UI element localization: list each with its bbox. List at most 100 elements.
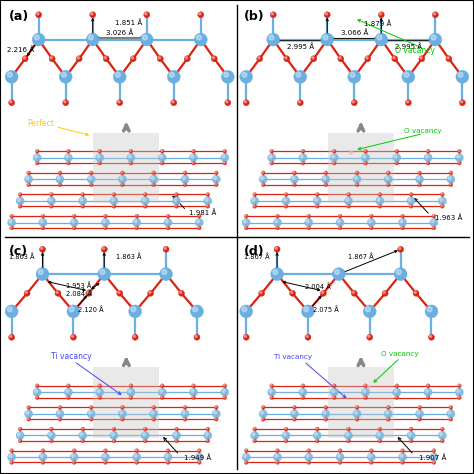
Circle shape xyxy=(136,215,137,216)
Circle shape xyxy=(9,226,14,230)
Circle shape xyxy=(324,417,328,421)
Circle shape xyxy=(214,411,217,414)
Circle shape xyxy=(240,305,253,318)
Circle shape xyxy=(118,175,127,183)
Circle shape xyxy=(386,171,390,175)
Circle shape xyxy=(153,406,154,408)
Circle shape xyxy=(206,204,210,208)
Circle shape xyxy=(117,290,123,296)
Circle shape xyxy=(324,183,328,187)
Circle shape xyxy=(285,205,286,207)
Circle shape xyxy=(80,433,83,436)
Circle shape xyxy=(104,56,107,59)
Circle shape xyxy=(171,100,177,106)
Circle shape xyxy=(143,198,146,201)
Circle shape xyxy=(315,433,318,436)
Circle shape xyxy=(152,171,155,175)
Circle shape xyxy=(214,417,218,421)
Circle shape xyxy=(276,449,278,451)
Circle shape xyxy=(273,270,278,274)
Circle shape xyxy=(166,226,170,230)
Circle shape xyxy=(457,384,461,388)
Circle shape xyxy=(18,439,22,443)
Circle shape xyxy=(356,406,357,408)
Circle shape xyxy=(221,71,234,83)
Circle shape xyxy=(143,192,147,196)
Circle shape xyxy=(8,453,16,461)
Circle shape xyxy=(355,183,359,187)
Circle shape xyxy=(158,388,166,396)
Circle shape xyxy=(320,290,327,296)
Circle shape xyxy=(136,449,137,451)
Circle shape xyxy=(323,411,326,414)
Circle shape xyxy=(432,12,438,18)
Circle shape xyxy=(160,149,164,153)
Circle shape xyxy=(164,247,166,249)
Circle shape xyxy=(430,219,438,227)
Circle shape xyxy=(440,427,444,431)
Circle shape xyxy=(271,13,273,15)
Circle shape xyxy=(440,433,443,436)
Circle shape xyxy=(458,162,459,163)
Circle shape xyxy=(98,161,101,165)
Circle shape xyxy=(401,461,403,463)
Circle shape xyxy=(130,56,136,62)
Circle shape xyxy=(271,268,283,281)
Circle shape xyxy=(224,150,225,151)
Circle shape xyxy=(315,204,319,208)
Circle shape xyxy=(167,461,168,463)
Circle shape xyxy=(429,33,442,46)
Circle shape xyxy=(346,439,350,443)
Circle shape xyxy=(419,56,425,62)
Text: (b): (b) xyxy=(244,10,264,24)
Circle shape xyxy=(175,439,177,441)
Circle shape xyxy=(103,220,106,223)
Circle shape xyxy=(49,56,55,62)
Circle shape xyxy=(101,219,109,227)
Circle shape xyxy=(49,433,52,436)
Circle shape xyxy=(245,215,246,216)
Circle shape xyxy=(401,226,404,230)
Circle shape xyxy=(39,453,47,461)
Text: Perfect: Perfect xyxy=(28,118,55,128)
Circle shape xyxy=(425,305,438,318)
Circle shape xyxy=(62,73,66,77)
Circle shape xyxy=(81,192,85,196)
Text: O vacancy: O vacancy xyxy=(381,351,419,357)
Circle shape xyxy=(174,427,179,431)
Circle shape xyxy=(332,396,336,400)
Circle shape xyxy=(99,384,100,386)
Circle shape xyxy=(174,439,179,443)
Circle shape xyxy=(400,220,403,223)
Circle shape xyxy=(382,290,388,296)
Circle shape xyxy=(440,204,444,208)
Circle shape xyxy=(72,214,76,218)
Circle shape xyxy=(135,226,139,230)
Circle shape xyxy=(294,71,307,83)
Circle shape xyxy=(72,454,75,457)
Circle shape xyxy=(110,197,118,205)
Circle shape xyxy=(415,175,424,183)
Circle shape xyxy=(251,197,259,205)
Circle shape xyxy=(460,100,463,103)
Circle shape xyxy=(27,405,31,410)
Circle shape xyxy=(59,172,60,173)
Circle shape xyxy=(338,56,344,62)
Circle shape xyxy=(316,205,318,207)
Circle shape xyxy=(161,396,163,398)
Circle shape xyxy=(134,220,137,223)
Circle shape xyxy=(103,454,106,457)
Circle shape xyxy=(441,193,443,194)
Circle shape xyxy=(195,335,197,337)
Circle shape xyxy=(36,396,37,398)
Circle shape xyxy=(293,183,295,185)
Circle shape xyxy=(275,449,280,453)
Circle shape xyxy=(427,162,428,163)
Circle shape xyxy=(313,431,321,439)
Circle shape xyxy=(457,149,461,153)
Circle shape xyxy=(262,418,264,419)
Circle shape xyxy=(192,396,194,398)
Circle shape xyxy=(325,183,326,185)
Circle shape xyxy=(308,461,309,463)
Circle shape xyxy=(195,219,203,227)
